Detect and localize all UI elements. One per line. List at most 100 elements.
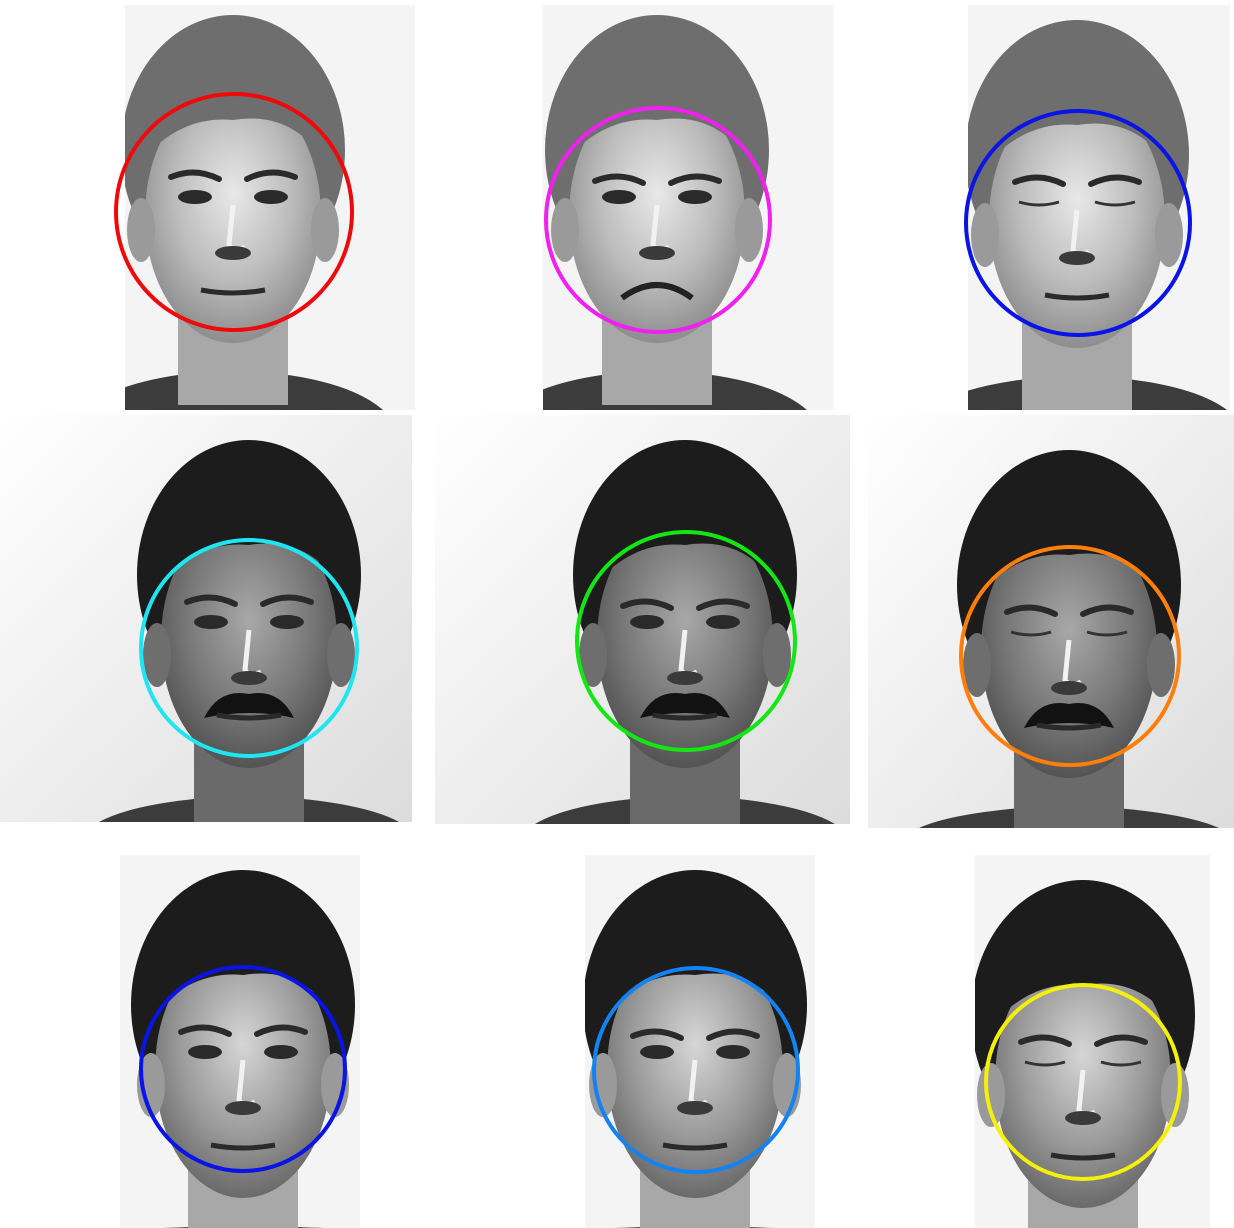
left-eye-closed (1024, 1060, 1066, 1067)
face-detection-circle (575, 530, 797, 752)
face-panel (585, 855, 815, 1228)
face-photo (125, 5, 415, 410)
face-panel (120, 855, 360, 1228)
right-eye (678, 190, 712, 204)
left-ear (551, 198, 579, 262)
right-eyebrow (1080, 604, 1134, 617)
right-eye (706, 615, 740, 629)
right-ear (1155, 203, 1183, 267)
face-photo (868, 415, 1234, 828)
face-detection-circle (544, 106, 772, 334)
nostrils (1065, 1111, 1101, 1125)
left-eyebrow (592, 173, 646, 186)
left-eye (630, 615, 664, 629)
left-eyebrow (1012, 174, 1066, 187)
hair-fringe (988, 933, 1178, 1030)
right-eye-closed (1086, 630, 1128, 637)
left-ear (971, 203, 999, 267)
face-detection-circle (592, 966, 800, 1174)
left-eye (188, 1045, 222, 1059)
right-eyebrow (260, 594, 314, 607)
face-panel (868, 415, 1234, 828)
left-ear (963, 633, 991, 697)
right-eyebrow (668, 173, 722, 186)
nostrils (225, 1101, 261, 1115)
face-photo (435, 415, 850, 824)
mustache (640, 693, 730, 718)
left-ear (127, 198, 155, 262)
left-eyebrow (1004, 604, 1058, 617)
right-ear (311, 198, 339, 262)
face-photo (975, 855, 1210, 1228)
nostrils (667, 671, 703, 685)
left-eye-closed (1010, 630, 1052, 637)
right-ear (763, 623, 791, 687)
mouth (216, 712, 282, 721)
right-ear (1161, 1063, 1189, 1127)
face-detection-circle (964, 109, 1192, 337)
right-ear (1147, 633, 1175, 697)
left-ear (977, 1063, 1005, 1127)
face-photo (543, 5, 833, 410)
hair-fringe (982, 73, 1172, 170)
right-eyebrow (244, 169, 298, 182)
left-eyebrow (1018, 1034, 1072, 1047)
right-eye-closed (1100, 1060, 1142, 1067)
mustache (204, 693, 294, 718)
left-eyebrow (178, 1024, 232, 1037)
face-panel (114, 5, 415, 410)
right-eye (264, 1045, 298, 1059)
left-ear (143, 623, 171, 687)
mouth (1044, 292, 1110, 301)
face-detection-circle (139, 965, 347, 1173)
mouth (620, 282, 694, 301)
face-panel (964, 5, 1230, 410)
face-photo (120, 855, 360, 1228)
left-eye (602, 190, 636, 204)
nostrils (639, 246, 675, 260)
left-eye (194, 615, 228, 629)
hair-fringe (562, 68, 752, 165)
right-eyebrow (696, 598, 750, 611)
face-detection-circle (984, 983, 1182, 1181)
right-ear (327, 623, 355, 687)
nostrils (677, 1101, 713, 1115)
left-eye (178, 190, 212, 204)
face-photo (968, 5, 1230, 410)
left-eyebrow (630, 1028, 684, 1041)
right-eyebrow (706, 1028, 760, 1041)
left-ear (579, 623, 607, 687)
right-eye-closed (1094, 200, 1136, 207)
face-panel (0, 415, 412, 822)
right-eye (254, 190, 288, 204)
face-panel (975, 855, 1210, 1228)
right-eyebrow (1094, 1034, 1148, 1047)
right-ear (321, 1053, 349, 1117)
right-eye (270, 615, 304, 629)
face-detection-circle (959, 545, 1181, 767)
face-panel (435, 415, 850, 824)
mouth (1050, 1152, 1116, 1161)
mouth (1036, 722, 1102, 731)
face-panel (543, 5, 833, 410)
hair-fringe (600, 923, 790, 1020)
nostrils (1051, 681, 1087, 695)
nostrils (231, 671, 267, 685)
hair-fringe (590, 493, 780, 590)
mustache (1024, 703, 1114, 728)
left-eyebrow (168, 169, 222, 182)
mouth (652, 712, 718, 721)
mouth (210, 1142, 276, 1151)
right-eyebrow (254, 1024, 308, 1037)
right-eye (716, 1045, 750, 1059)
face-photo (0, 415, 412, 822)
mouth (662, 1142, 728, 1151)
hair-fringe (974, 503, 1164, 600)
left-eyebrow (620, 598, 674, 611)
face-photo (585, 855, 815, 1228)
left-ear (137, 1053, 165, 1117)
left-eyebrow (184, 594, 238, 607)
mouth (200, 287, 266, 296)
